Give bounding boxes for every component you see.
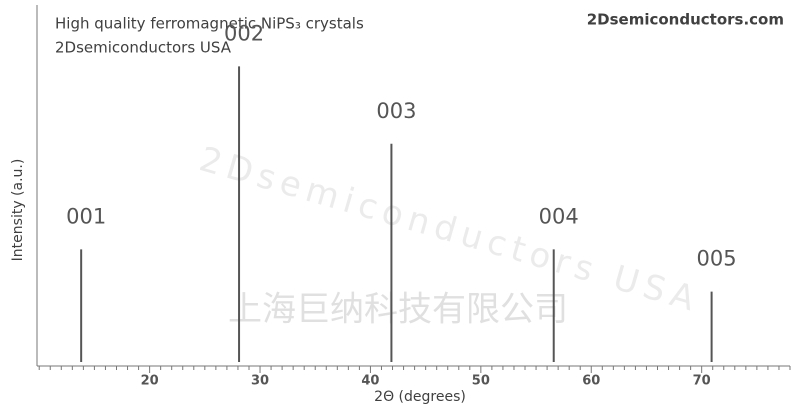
y-axis-label: Intensity (a.u.)	[10, 159, 26, 262]
x-tick-label: 40	[361, 374, 379, 389]
peak-label: 005	[697, 247, 737, 271]
watermark: 上海巨纳科技有限公司	[228, 290, 568, 330]
peak-label: 004	[539, 204, 579, 228]
x-tick-label: 20	[141, 374, 159, 389]
peak-label: 003	[376, 99, 416, 123]
peak-label: 002	[224, 21, 264, 45]
x-tick-label: 70	[693, 374, 711, 389]
peak-label: 001	[66, 204, 106, 228]
x-tick-label: 60	[582, 374, 600, 389]
x-tick-label: 30	[251, 374, 269, 389]
brand-label: 2Dsemiconductors.com	[587, 11, 784, 29]
chart-subtitle: 2Dsemiconductors USA	[55, 39, 232, 57]
x-axis-label: 2Θ (degrees)	[374, 389, 466, 405]
x-tick-label: 50	[472, 374, 490, 389]
chart-title: High quality ferromagnetic NiPS₃ crystal…	[55, 15, 364, 33]
